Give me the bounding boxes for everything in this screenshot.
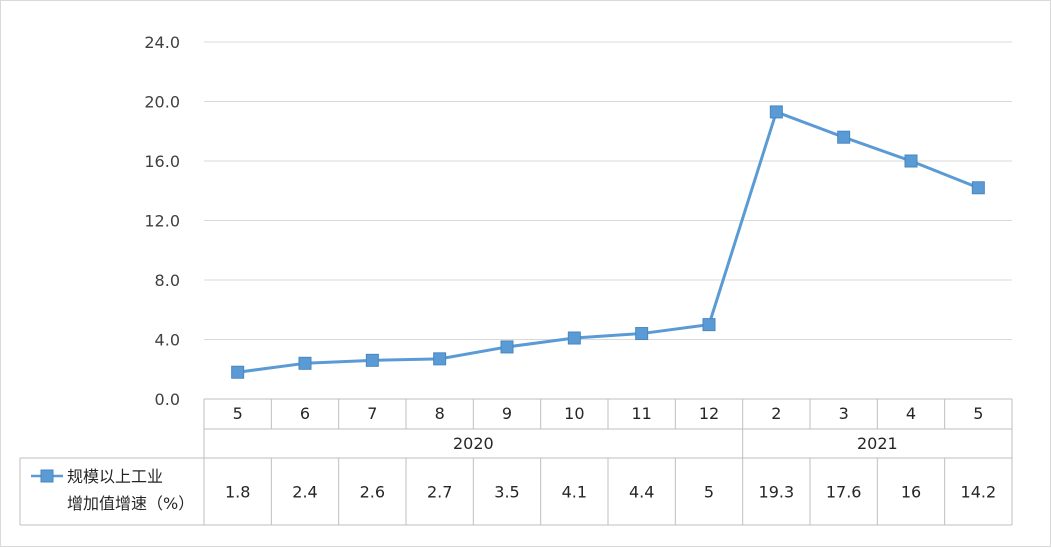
data-point [433, 352, 447, 366]
y-tick-label: 20.0 [144, 93, 180, 112]
x-tick-label: 3 [839, 404, 849, 423]
y-tick-label: 12.0 [144, 212, 180, 231]
x-tick-label: 12 [699, 404, 719, 423]
legend: 规模以上工业 增加值增速（%） [31, 467, 194, 513]
data-point [500, 340, 514, 354]
group-label: 2020 [453, 434, 494, 453]
group-label: 2021 [857, 434, 898, 453]
x-tick-label: 9 [502, 404, 512, 423]
data-table-value: 17.6 [826, 483, 862, 502]
gridlines [204, 41, 1012, 340]
y-tick-label: 4.0 [155, 331, 180, 350]
data-table-value: 2.7 [427, 483, 452, 502]
data-point [971, 181, 985, 195]
data-point [298, 356, 312, 370]
data-table-value: 14.2 [961, 483, 997, 502]
data-table-value: 4.1 [562, 483, 587, 502]
data-point [231, 365, 245, 379]
legend-marker [40, 469, 54, 483]
x-tick-label: 8 [435, 404, 445, 423]
x-tick-label: 5 [233, 404, 243, 423]
data-point [567, 331, 581, 345]
legend-label-line-1: 规模以上工业 [67, 467, 163, 486]
data-point [635, 327, 649, 341]
series-line [237, 110, 979, 374]
x-tick-label: 7 [367, 404, 377, 423]
data-point [769, 105, 783, 119]
legend-label-line-2: 增加值增速（%） [67, 494, 194, 513]
x-tick-label: 4 [906, 404, 916, 423]
data-point [837, 130, 851, 144]
x-tick-label: 11 [631, 404, 651, 423]
y-axis-tick-labels: 0.0 4.0 8.0 12.0 16.0 20.0 24.0 [144, 33, 180, 409]
data-table-value: 1.8 [225, 483, 250, 502]
series-line-group [231, 105, 985, 379]
x-tick-label: 5 [973, 404, 983, 423]
data-table-value: 3.5 [494, 483, 519, 502]
x-tick-label: 6 [300, 404, 310, 423]
y-tick-label: 16.0 [144, 152, 180, 171]
data-table-value: 5 [704, 483, 714, 502]
data-point [365, 353, 379, 367]
x-tick-label: 10 [564, 404, 584, 423]
data-table-value: 2.6 [360, 483, 385, 502]
y-tick-label: 8.0 [155, 271, 180, 290]
data-table-value: 16 [901, 483, 921, 502]
data-point [904, 154, 918, 168]
data-table-value: 4.4 [629, 483, 654, 502]
data-point [702, 318, 716, 332]
y-tick-label: 24.0 [144, 33, 180, 52]
y-tick-label: 0.0 [155, 390, 180, 409]
data-table-value: 2.4 [292, 483, 317, 502]
x-tick-label: 2 [771, 404, 781, 423]
data-table-value: 19.3 [759, 483, 795, 502]
data-table: 2020 2021 5 1.8 6 2.4 7 2.6 8 2.7 9 3.5 10 4.1 11 4.4 12… [19, 398, 1013, 526]
